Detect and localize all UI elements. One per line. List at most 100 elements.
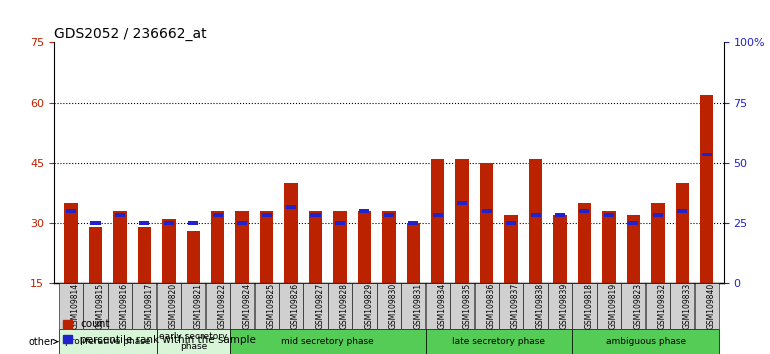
FancyBboxPatch shape (695, 283, 718, 329)
Text: GSM109815: GSM109815 (95, 283, 105, 329)
FancyBboxPatch shape (83, 283, 108, 329)
Bar (260, 211, 273, 283)
Bar (604, 213, 614, 217)
Bar (627, 215, 640, 283)
Text: GSM109836: GSM109836 (487, 283, 496, 329)
Text: GSM109838: GSM109838 (536, 283, 544, 329)
Bar (358, 211, 371, 283)
Bar (262, 213, 272, 217)
FancyBboxPatch shape (646, 283, 670, 329)
FancyBboxPatch shape (426, 283, 450, 329)
Text: GSM109829: GSM109829 (364, 283, 373, 329)
Text: GSM109820: GSM109820 (169, 283, 178, 329)
Text: GSM109822: GSM109822 (218, 283, 226, 329)
FancyBboxPatch shape (328, 283, 352, 329)
Text: GSM109827: GSM109827 (316, 283, 324, 329)
FancyBboxPatch shape (377, 283, 401, 329)
Bar (506, 221, 516, 225)
FancyBboxPatch shape (474, 283, 499, 329)
Bar (602, 211, 615, 283)
Bar (529, 159, 542, 283)
Text: GSM109818: GSM109818 (584, 283, 594, 329)
FancyBboxPatch shape (499, 283, 523, 329)
FancyBboxPatch shape (59, 283, 83, 329)
Bar (578, 203, 591, 283)
Bar (236, 211, 249, 283)
Bar (309, 211, 322, 283)
Bar (554, 215, 567, 283)
FancyBboxPatch shape (597, 283, 621, 329)
Text: GSM109832: GSM109832 (658, 283, 667, 329)
Bar (628, 221, 638, 225)
Bar (433, 213, 443, 217)
Text: ambiguous phase: ambiguous phase (605, 337, 685, 346)
Bar (701, 153, 711, 156)
FancyBboxPatch shape (157, 283, 181, 329)
Bar (481, 209, 492, 213)
Bar (480, 163, 494, 283)
FancyBboxPatch shape (230, 329, 426, 354)
FancyBboxPatch shape (132, 283, 156, 329)
Bar (382, 211, 396, 283)
Text: GSM109835: GSM109835 (462, 283, 471, 329)
Bar (115, 213, 125, 217)
Text: GSM109816: GSM109816 (120, 283, 129, 329)
Bar (113, 211, 126, 283)
FancyBboxPatch shape (548, 283, 572, 329)
FancyBboxPatch shape (670, 283, 695, 329)
Bar (700, 95, 714, 283)
FancyBboxPatch shape (426, 329, 572, 354)
Text: GSM109819: GSM109819 (609, 283, 618, 329)
Bar (579, 209, 590, 213)
Bar (213, 213, 223, 217)
FancyBboxPatch shape (303, 283, 327, 329)
FancyBboxPatch shape (279, 283, 303, 329)
Text: other: other (28, 337, 58, 347)
Bar (237, 221, 247, 225)
FancyBboxPatch shape (156, 329, 230, 354)
Bar (431, 159, 444, 283)
Bar (66, 209, 76, 213)
Text: GSM109840: GSM109840 (707, 283, 715, 329)
Bar (211, 211, 224, 283)
Text: proliferative phase: proliferative phase (65, 337, 150, 346)
Text: GDS2052 / 236662_at: GDS2052 / 236662_at (54, 28, 206, 41)
FancyBboxPatch shape (524, 283, 547, 329)
Bar (335, 221, 345, 225)
Bar (407, 223, 420, 283)
FancyBboxPatch shape (230, 283, 254, 329)
Bar (90, 221, 101, 225)
Bar (284, 183, 298, 283)
Bar (383, 213, 394, 217)
Text: early secretory
phase: early secretory phase (159, 332, 227, 351)
Bar (162, 219, 176, 283)
Bar (408, 221, 418, 225)
Text: GSM109821: GSM109821 (193, 283, 203, 329)
Bar (457, 201, 467, 205)
FancyBboxPatch shape (59, 329, 156, 354)
Bar (310, 213, 320, 217)
Text: GSM109824: GSM109824 (242, 283, 251, 329)
Bar (138, 227, 151, 283)
Bar (504, 215, 517, 283)
Bar (164, 221, 174, 225)
Bar (531, 213, 541, 217)
FancyBboxPatch shape (621, 283, 645, 329)
FancyBboxPatch shape (401, 283, 425, 329)
FancyBboxPatch shape (108, 283, 132, 329)
FancyBboxPatch shape (206, 283, 229, 329)
Text: GSM109825: GSM109825 (266, 283, 276, 329)
Text: GSM109828: GSM109828 (340, 283, 349, 329)
Bar (333, 211, 347, 283)
Bar (139, 221, 149, 225)
FancyBboxPatch shape (572, 283, 597, 329)
Bar (360, 209, 370, 213)
Bar (555, 213, 565, 217)
Bar (188, 221, 199, 225)
Text: late secretory phase: late secretory phase (452, 337, 545, 346)
Bar (186, 231, 200, 283)
Text: GSM109826: GSM109826 (291, 283, 300, 329)
FancyBboxPatch shape (255, 283, 279, 329)
Text: GSM109830: GSM109830 (389, 283, 398, 329)
Bar (677, 209, 688, 213)
